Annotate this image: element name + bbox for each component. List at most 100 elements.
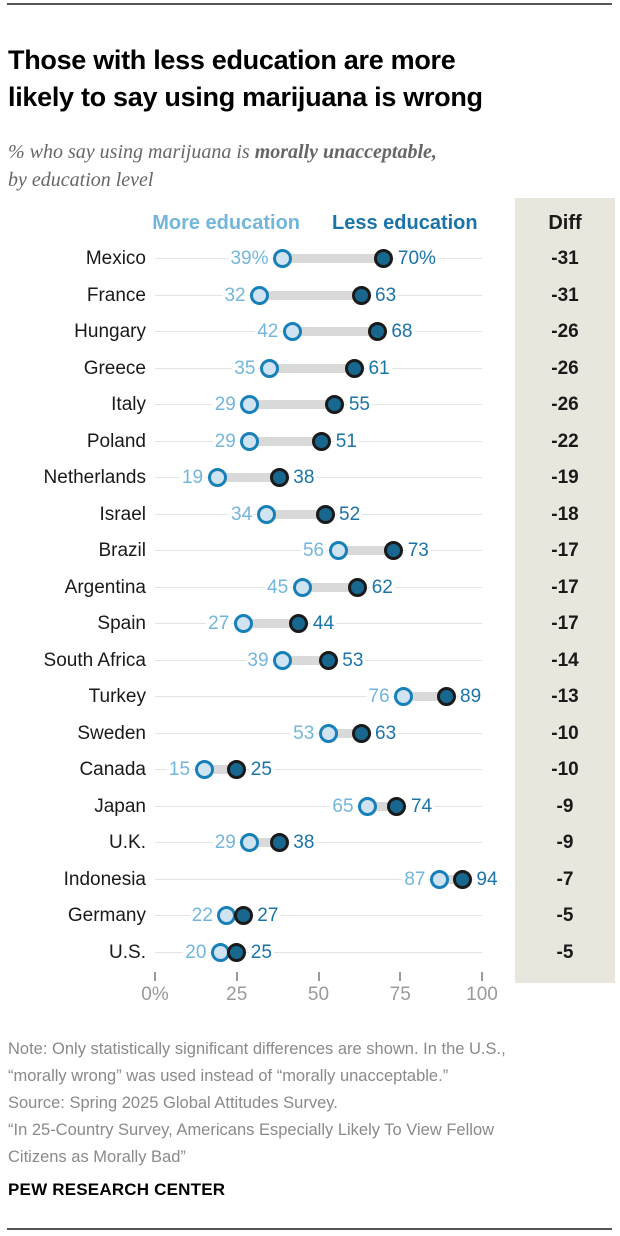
x-axis-tick: [399, 972, 402, 981]
less-education-dot: [269, 833, 289, 852]
chart-row-japan: Japan 65 74 -9: [0, 788, 620, 825]
diff-column-header: Diff: [548, 212, 582, 234]
more-education-value: 39%: [228, 241, 271, 277]
less-education-dot: [374, 249, 394, 268]
less-education-dot: [348, 577, 368, 597]
more-education-value: 32: [222, 277, 248, 314]
country-label: Greece: [83, 357, 146, 379]
title-line-2: likely to say using marijuana is wrong: [8, 82, 483, 113]
pew-research-center-logo: PEW RESEARCH CENTER: [8, 1180, 226, 1199]
chart-row-south-africa: South Africa 39 53 -14: [0, 642, 620, 679]
less-education-dot: [227, 760, 247, 779]
more-education-value: 53: [291, 715, 317, 752]
less-education-dot: [384, 541, 404, 560]
country-label: Indonesia: [63, 868, 146, 890]
chart-notes: Note: Only statistically significant dif…: [8, 1036, 612, 1171]
chart-row-argentina: Argentina 45 62 -17: [0, 569, 620, 606]
more-education-dot: [429, 869, 449, 889]
diff-value: -5: [556, 905, 574, 926]
more-education-value: 76: [366, 679, 392, 715]
more-education-value: 15: [166, 752, 193, 788]
legend-more-education: More education: [152, 212, 300, 234]
diff-value: -31: [551, 248, 579, 269]
less-education-dot: [269, 468, 289, 487]
more-education-value: 56: [300, 533, 327, 569]
diff-value: -10: [551, 722, 579, 744]
country-label: Brazil: [98, 540, 146, 561]
country-label: Germany: [67, 905, 146, 926]
more-education-value: 42: [255, 314, 281, 350]
dumbbell-connector: [292, 327, 378, 336]
chart-row-u-s-: U.S. 20 25 -5: [0, 934, 620, 971]
diff-value: -10: [551, 759, 579, 780]
chart-row-spain: Spain 27 44 -17: [0, 606, 620, 642]
row-gridline: [155, 477, 482, 478]
more-education-dot: [207, 468, 227, 487]
less-education-value: 70%: [395, 241, 438, 277]
x-axis-tick-label: 100: [466, 984, 498, 1005]
more-education-dot: [240, 833, 260, 852]
more-education-value: 65: [330, 788, 356, 825]
x-axis-tick: [317, 972, 320, 981]
more-education-dot: [256, 504, 276, 524]
less-education-value: 62: [369, 569, 395, 606]
diff-value: -26: [551, 394, 579, 415]
row-gridline: [155, 915, 482, 916]
row-gridline: [155, 769, 482, 770]
top-rule: [7, 3, 612, 5]
note-line: “morally wrong” was used instead of “mor…: [8, 1067, 449, 1085]
more-education-value: 22: [189, 898, 215, 934]
more-education-dot: [282, 322, 302, 341]
dumbbell-connector: [282, 655, 329, 665]
row-gridline: [155, 696, 482, 697]
dumbbell-connector: [328, 728, 361, 738]
x-axis-tick: [235, 972, 238, 981]
chart-row-italy: Italy 29 55 -26: [0, 387, 620, 423]
country-label: Italy: [111, 394, 146, 415]
subtitle-prefix: % who say using marijuana is: [8, 141, 255, 163]
more-education-value: 20: [183, 934, 209, 971]
country-label: France: [86, 284, 146, 306]
diff-value: -26: [551, 357, 579, 379]
more-education-dot: [358, 796, 378, 816]
less-education-value: 53: [340, 642, 366, 679]
diff-value: -17: [551, 613, 579, 634]
page-title: Those with less education are more likely…: [8, 42, 608, 116]
more-education-dot: [273, 249, 293, 268]
less-education-value: 68: [389, 314, 415, 350]
dumbbell-connector: [338, 546, 394, 555]
country-label: Argentina: [64, 576, 146, 598]
diff-value: -5: [556, 941, 574, 963]
dumbbell-connector: [439, 874, 463, 884]
more-education-value: 29: [212, 825, 238, 861]
country-label: Poland: [86, 430, 146, 452]
less-education-dot: [325, 395, 345, 414]
dumbbell-connector: [282, 254, 384, 263]
more-education-dot: [318, 723, 338, 743]
dumbbell-connector: [249, 400, 335, 409]
more-education-dot: [328, 541, 348, 560]
less-education-dot: [227, 942, 247, 962]
chart-row-greece: Greece 35 61 -26: [0, 350, 620, 387]
more-education-dot: [240, 395, 260, 414]
chart-row-indonesia: Indonesia 87 94 -7: [0, 861, 620, 898]
x-axis-tick-label: 0%: [141, 984, 169, 1005]
less-education-value: 94: [474, 861, 500, 898]
more-education-value: 35: [232, 350, 258, 387]
less-education-dot: [436, 687, 456, 706]
x-axis-tick: [154, 972, 156, 981]
less-education-dot: [233, 906, 253, 925]
dumbbell-connector: [243, 619, 299, 628]
bottom-rule: [7, 1228, 612, 1230]
less-education-dot: [312, 431, 332, 451]
less-education-value: 52: [337, 496, 363, 533]
less-education-dot: [315, 504, 335, 524]
subtitle-emphasis: morally unacceptable,: [254, 141, 437, 163]
diff-value: -9: [556, 832, 574, 853]
chart-row-brazil: Brazil 56 73 -17: [0, 533, 620, 569]
country-label: U.K.: [109, 832, 146, 853]
more-education-dot: [240, 431, 260, 451]
more-education-dot: [273, 650, 293, 670]
country-label: Japan: [94, 795, 146, 817]
